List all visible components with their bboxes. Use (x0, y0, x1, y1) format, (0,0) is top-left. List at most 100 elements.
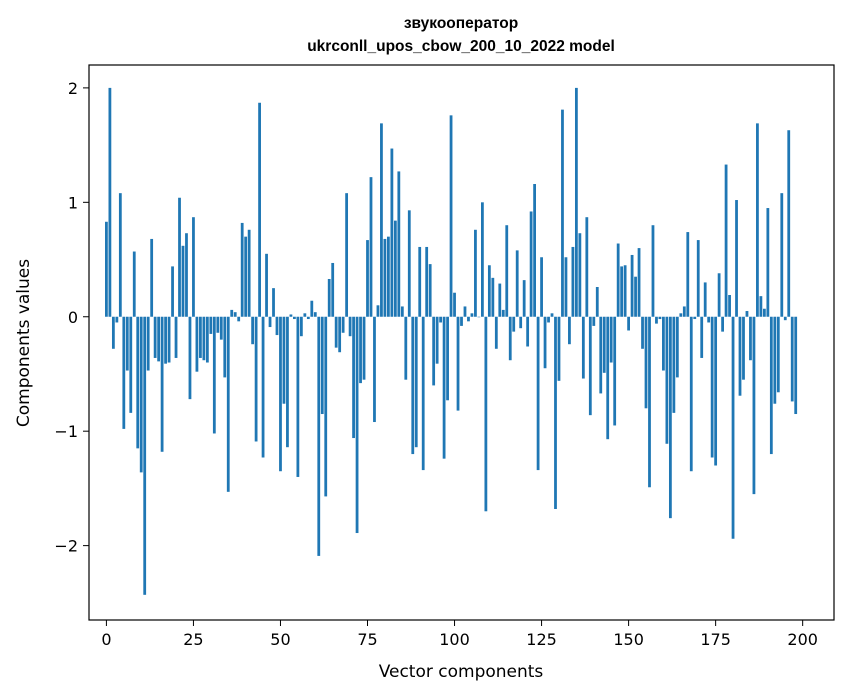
x-tick-label: 75 (357, 630, 377, 649)
bar (348, 316, 352, 337)
bar (693, 316, 697, 320)
bar (637, 248, 641, 317)
bar (446, 316, 449, 401)
bar (728, 295, 731, 317)
bar (178, 197, 181, 317)
bar (571, 246, 575, 317)
bar (707, 316, 711, 323)
bar (609, 316, 613, 363)
bar (627, 316, 630, 331)
bar (477, 316, 481, 318)
bar (731, 316, 735, 539)
bar (115, 316, 119, 323)
bar (397, 171, 401, 317)
bar (630, 254, 634, 317)
y-tick-label: 1 (68, 193, 78, 212)
bar (331, 262, 335, 317)
bar (111, 316, 115, 349)
bar (380, 123, 383, 317)
plot-area-frame (88, 64, 835, 621)
bar (721, 316, 724, 332)
bar (293, 316, 296, 320)
bar (724, 164, 728, 317)
bar (421, 316, 425, 471)
bar (230, 309, 234, 317)
bar (484, 316, 488, 512)
bar (766, 208, 770, 317)
bar (223, 316, 227, 378)
bar (515, 250, 519, 317)
bar (132, 251, 136, 317)
bar (564, 257, 568, 317)
y-axis-label: Components values (14, 259, 34, 427)
bar (759, 296, 763, 317)
bar (641, 316, 644, 349)
bar (585, 217, 589, 317)
bar (776, 316, 780, 393)
bar (185, 233, 188, 317)
bar (498, 283, 502, 317)
bar (286, 316, 289, 448)
bar (393, 220, 397, 317)
bar (418, 246, 422, 317)
bar (345, 193, 349, 317)
bar (341, 316, 345, 333)
bar (561, 109, 564, 317)
x-tick-label: 125 (526, 630, 557, 649)
bar (557, 316, 561, 381)
bar (442, 316, 446, 459)
bar (400, 306, 404, 317)
bar (568, 316, 571, 345)
bar (710, 316, 714, 458)
bar (317, 316, 321, 556)
bar (369, 177, 373, 317)
bar (268, 316, 272, 328)
chart-title-line-2: ukrconll_upos_cbow_200_10_2022 model (307, 38, 615, 55)
bar (139, 316, 143, 473)
bar (233, 312, 237, 317)
bar (526, 316, 530, 347)
bar (463, 306, 467, 317)
bar (192, 217, 195, 317)
bar (261, 316, 265, 458)
bar (682, 306, 686, 317)
bar (658, 316, 662, 320)
bar (373, 316, 376, 423)
y-tick-label: 0 (68, 308, 78, 327)
bar (756, 123, 759, 317)
bar (665, 316, 669, 444)
bar (762, 308, 766, 317)
bar-series (105, 87, 798, 595)
bar (247, 229, 251, 317)
bar (616, 243, 620, 317)
bar (125, 316, 129, 371)
x-tick-label: 100 (439, 630, 470, 649)
bar (425, 246, 429, 317)
bar (752, 316, 756, 495)
bar (352, 316, 355, 439)
y-axis-ticks: −2 −1 0 1 2 (54, 79, 89, 556)
bar (599, 316, 603, 394)
bar (547, 316, 550, 323)
bar (651, 225, 655, 317)
y-tick-label: −2 (54, 537, 78, 556)
bar (675, 316, 679, 378)
bar (679, 313, 683, 317)
bar (226, 316, 230, 492)
bar (390, 148, 394, 317)
bar (289, 314, 293, 317)
bar (742, 316, 745, 380)
bar (167, 316, 171, 363)
bar (456, 316, 460, 411)
bar (550, 313, 554, 317)
bar (606, 316, 610, 440)
bar (623, 265, 627, 317)
bar (428, 264, 432, 317)
bar (265, 253, 268, 317)
bar (588, 316, 592, 416)
bar (122, 316, 126, 429)
bar (522, 280, 526, 317)
bar (376, 305, 380, 317)
bar (282, 316, 286, 404)
bar (439, 316, 443, 323)
